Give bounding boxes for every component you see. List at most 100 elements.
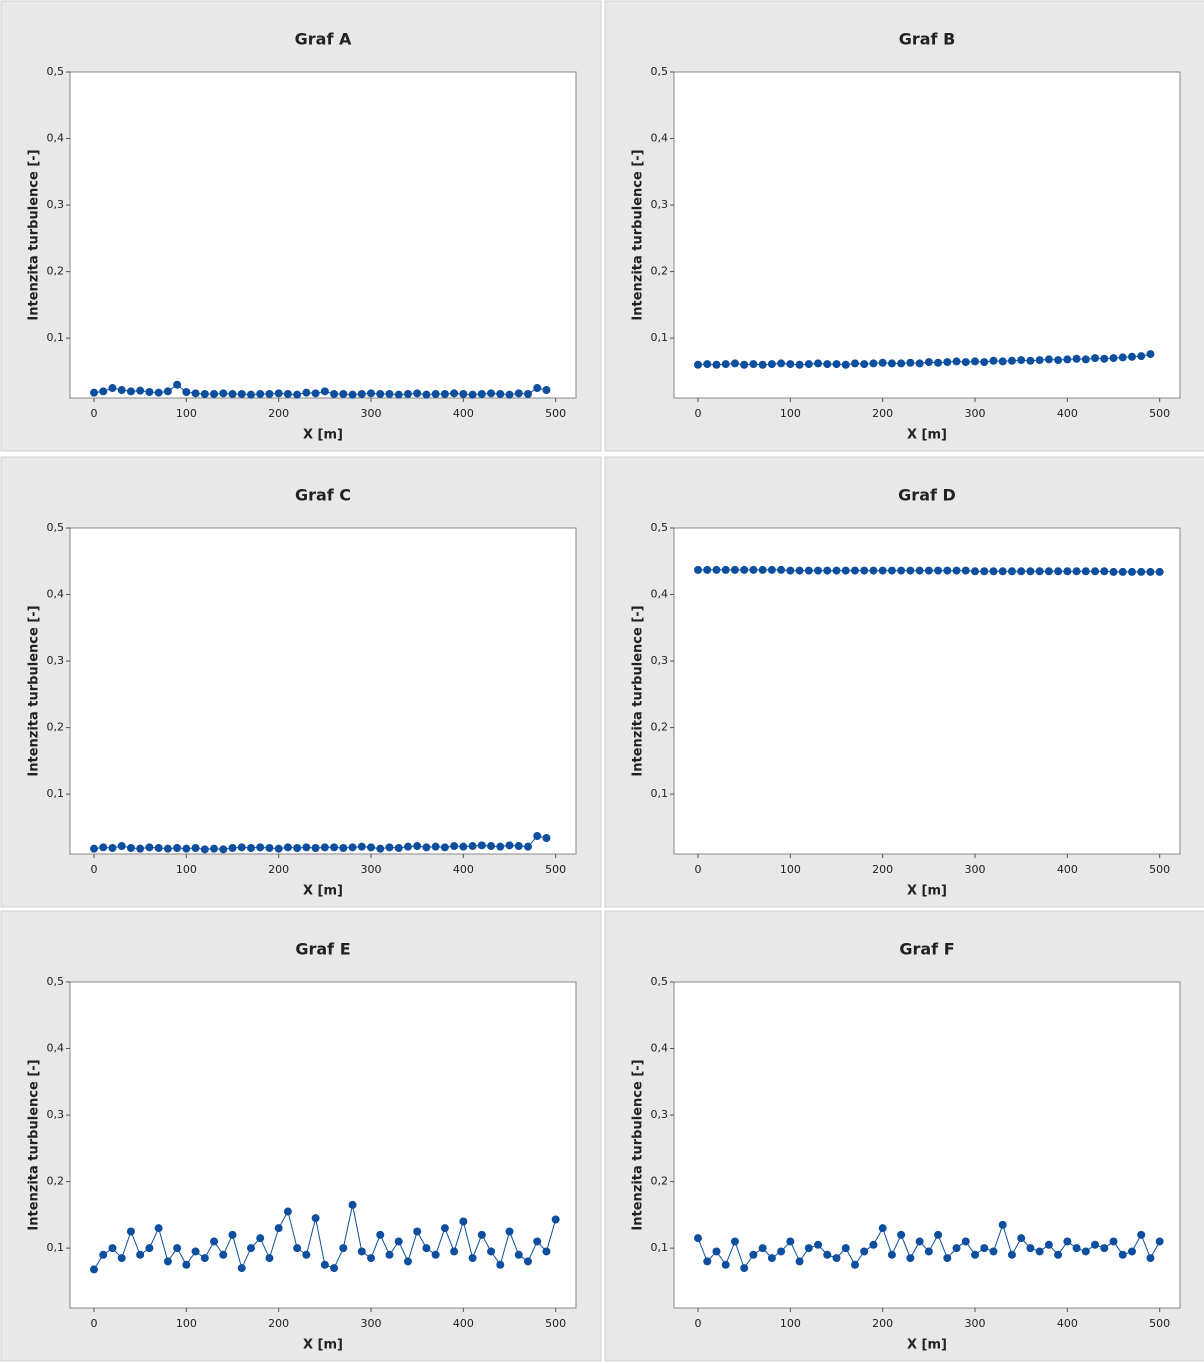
data-point <box>1081 567 1090 576</box>
y-axis-label: Intenzita turbulence [-] <box>27 605 42 776</box>
data-point <box>459 390 468 399</box>
data-point <box>814 359 823 368</box>
data-point <box>293 1244 302 1253</box>
x-tick-label: 0 <box>695 863 702 876</box>
y-tick-label: 0,3 <box>47 654 65 667</box>
data-point <box>551 1215 560 1224</box>
y-tick-label: 0,4 <box>651 588 669 601</box>
x-axis-label: X [m] <box>907 428 947 443</box>
plot-area <box>69 527 577 855</box>
data-point <box>440 843 449 852</box>
data-point <box>998 567 1007 576</box>
data-point <box>108 1244 117 1253</box>
data-point <box>477 390 486 399</box>
data-point <box>869 566 878 575</box>
data-point <box>505 1227 514 1236</box>
data-point <box>1017 356 1026 365</box>
x-tick-label: 100 <box>176 863 197 876</box>
data-point <box>348 390 357 399</box>
data-point <box>108 384 117 393</box>
data-point <box>841 1244 850 1253</box>
data-point <box>477 1230 486 1239</box>
data-point <box>860 360 869 369</box>
x-tick-label: 300 <box>361 863 382 876</box>
data-point <box>823 1250 832 1259</box>
chart-title: Graf A <box>295 30 352 49</box>
data-point <box>533 384 542 393</box>
data-point <box>154 844 163 853</box>
data-point <box>367 1254 376 1263</box>
data-point <box>302 843 311 852</box>
data-point <box>126 1227 135 1236</box>
data-point <box>523 842 532 851</box>
data-point <box>385 390 394 399</box>
data-point <box>302 388 311 397</box>
data-point <box>376 1230 385 1239</box>
data-point <box>496 1260 505 1269</box>
y-axis-label: Intenzita turbulence [-] <box>631 605 646 776</box>
data-point <box>712 360 721 369</box>
data-point <box>459 1217 468 1226</box>
data-point <box>320 387 329 396</box>
data-point <box>749 565 758 574</box>
data-point <box>487 389 496 398</box>
data-point <box>163 844 172 853</box>
data-point <box>832 566 841 575</box>
data-point <box>210 844 219 853</box>
data-point <box>90 388 99 397</box>
data-point <box>330 1264 339 1273</box>
data-point <box>1035 567 1044 576</box>
y-tick-label: 0,4 <box>47 1042 65 1055</box>
y-tick-label: 0,2 <box>651 265 669 278</box>
x-axis-label: X [m] <box>303 428 343 443</box>
x-tick-label: 300 <box>361 1317 382 1330</box>
data-point <box>311 844 320 853</box>
data-point <box>832 1254 841 1263</box>
x-axis-label: X [m] <box>303 1338 343 1353</box>
data-point <box>496 842 505 851</box>
y-tick-label: 0,2 <box>651 1175 669 1188</box>
data-point <box>431 390 440 399</box>
data-point <box>777 359 786 368</box>
data-point <box>1109 567 1118 576</box>
data-point <box>145 843 154 852</box>
data-point <box>431 842 440 851</box>
data-point <box>450 842 459 851</box>
x-tick-label: 500 <box>545 407 566 420</box>
data-point <box>952 566 961 575</box>
data-point <box>1118 353 1127 362</box>
data-point <box>182 1260 191 1269</box>
data-point <box>265 1254 274 1263</box>
data-point <box>126 844 135 853</box>
data-point <box>136 844 145 853</box>
data-point <box>330 390 339 399</box>
data-point <box>191 1247 200 1256</box>
data-point <box>887 1250 896 1259</box>
data-point <box>1155 567 1164 576</box>
data-point <box>422 390 431 399</box>
data-point <box>210 390 219 399</box>
y-tick-label: 0,4 <box>47 132 65 145</box>
data-point <box>431 1250 440 1259</box>
data-point <box>523 1257 532 1266</box>
data-point <box>952 357 961 366</box>
data-point <box>998 357 1007 366</box>
data-point <box>924 358 933 367</box>
data-point <box>1044 567 1053 576</box>
data-point <box>117 386 126 395</box>
data-point <box>767 360 776 369</box>
data-point <box>246 1244 255 1253</box>
chart-title: Graf D <box>898 486 956 505</box>
data-point <box>403 1257 412 1266</box>
data-point <box>357 390 366 399</box>
data-point <box>1109 354 1118 363</box>
data-point <box>1091 1240 1100 1249</box>
data-point <box>1054 356 1063 365</box>
x-tick-label: 100 <box>780 863 801 876</box>
data-point <box>823 360 832 369</box>
data-point <box>758 360 767 369</box>
x-tick-label: 0 <box>91 407 98 420</box>
data-point <box>274 1224 283 1233</box>
data-point <box>878 566 887 575</box>
data-point <box>943 358 952 367</box>
